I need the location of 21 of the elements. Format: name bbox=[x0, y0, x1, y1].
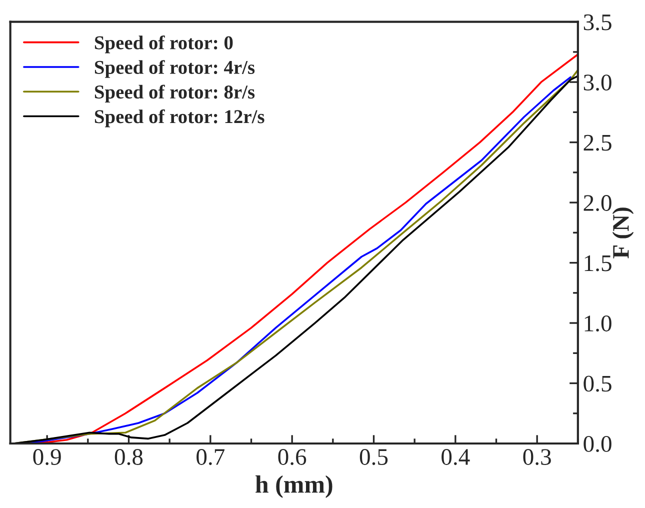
y-tick-label: 0.5 bbox=[584, 376, 612, 392]
x-tick-label: 0.3 bbox=[523, 449, 551, 466]
x-tick-label: 0.4 bbox=[442, 449, 470, 466]
y-tick-label: 3.5 bbox=[584, 14, 612, 30]
y-tick-label: 2.5 bbox=[584, 134, 612, 151]
y-tick-label: 1.0 bbox=[584, 316, 612, 332]
legend-label: Speed of rotor: 4r/s bbox=[94, 60, 255, 78]
y-tick-label: 1.5 bbox=[584, 255, 612, 272]
x-tick-label: 0.5 bbox=[360, 449, 388, 466]
y-tick-label: 0.0 bbox=[584, 436, 612, 452]
x-tick-label: 0.8 bbox=[114, 449, 143, 466]
y-tick-label: 2.0 bbox=[584, 195, 612, 212]
y-tick-label: 3.0 bbox=[584, 74, 612, 91]
x-tick-label: 0.7 bbox=[196, 449, 224, 466]
y-axis-title: F (N) bbox=[612, 208, 634, 258]
legend-label: Speed of rotor: 12r/s bbox=[94, 109, 264, 128]
legend-label: Speed of rotor: 0 bbox=[94, 35, 233, 54]
x-tick-label: 0.6 bbox=[278, 449, 306, 466]
x-axis-title: h (mm) bbox=[256, 475, 332, 498]
legend-label: Speed of rotor: 8r/s bbox=[94, 84, 255, 103]
x-tick-label: 0.9 bbox=[33, 449, 61, 466]
